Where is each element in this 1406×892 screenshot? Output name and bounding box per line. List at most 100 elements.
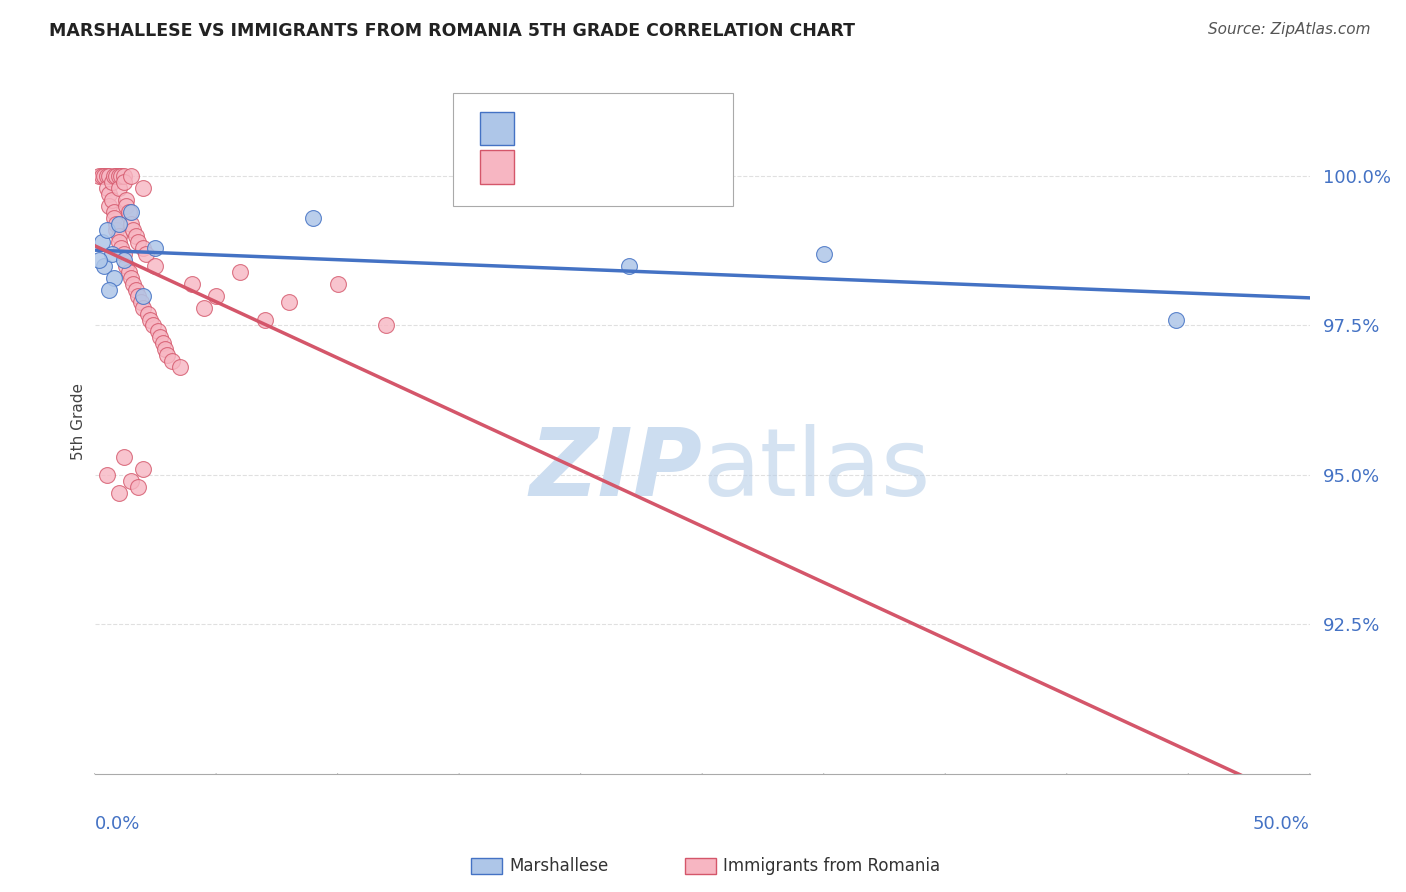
Point: [108, 235, 131, 249]
Text: N = 69: N = 69: [620, 158, 682, 177]
Point: [93, 259, 115, 273]
Point: [152, 336, 174, 351]
Point: [100, 246, 122, 260]
Point: [112, 252, 135, 267]
Point: [98, 199, 121, 213]
Point: [110, 241, 132, 255]
Point: [153, 343, 176, 357]
Point: [112, 175, 135, 189]
Point: [90, 235, 112, 249]
Point: [100, 175, 122, 189]
Point: [105, 169, 128, 183]
FancyBboxPatch shape: [453, 93, 733, 206]
Point: [96, 467, 118, 482]
Point: [103, 205, 125, 219]
Point: [143, 241, 166, 255]
Point: [120, 217, 142, 231]
Point: [120, 474, 142, 488]
Point: [149, 330, 172, 344]
Point: [132, 241, 155, 255]
Point: [156, 348, 179, 362]
Point: [98, 283, 121, 297]
Point: [108, 217, 131, 231]
Point: [1166, 312, 1188, 326]
Point: [90, 169, 112, 183]
Point: [375, 318, 398, 333]
Point: [89, 169, 111, 183]
Text: atlas: atlas: [702, 425, 931, 516]
Text: 0.0%: 0.0%: [94, 815, 141, 833]
Text: R = 0.079: R = 0.079: [529, 120, 619, 137]
Point: [112, 246, 135, 260]
Point: [229, 265, 252, 279]
Point: [108, 485, 131, 500]
Point: [103, 169, 125, 183]
Point: [117, 205, 139, 219]
Text: Immigrants from Romania: Immigrants from Romania: [723, 857, 939, 875]
Point: [132, 462, 155, 476]
Point: [98, 187, 121, 202]
Point: [813, 246, 835, 260]
Text: R = 0.279: R = 0.279: [529, 158, 619, 177]
Point: [120, 169, 142, 183]
Point: [89, 252, 111, 267]
Point: [122, 223, 145, 237]
Point: [93, 169, 115, 183]
Point: [169, 360, 191, 375]
Point: [146, 325, 169, 339]
FancyBboxPatch shape: [479, 151, 513, 184]
Point: [205, 288, 228, 302]
Point: [125, 228, 148, 243]
Point: [110, 169, 132, 183]
Point: [619, 259, 641, 273]
Text: ZIP: ZIP: [529, 425, 702, 516]
Text: MARSHALLESE VS IMMIGRANTS FROM ROMANIA 5TH GRADE CORRELATION CHART: MARSHALLESE VS IMMIGRANTS FROM ROMANIA 5…: [49, 22, 855, 40]
Point: [162, 354, 184, 368]
Point: [135, 246, 157, 260]
Text: Source: ZipAtlas.com: Source: ZipAtlas.com: [1208, 22, 1371, 37]
Point: [103, 211, 125, 225]
Point: [278, 294, 301, 309]
Point: [253, 312, 276, 326]
Point: [112, 169, 135, 183]
Point: [120, 270, 142, 285]
Point: [127, 235, 149, 249]
Text: 50.0%: 50.0%: [1253, 815, 1310, 833]
Point: [96, 169, 118, 183]
Point: [326, 277, 349, 291]
Point: [122, 277, 145, 291]
Point: [125, 283, 148, 297]
Text: N = 16: N = 16: [620, 120, 682, 137]
Point: [105, 217, 128, 231]
Point: [105, 223, 128, 237]
Point: [139, 312, 162, 326]
Point: [129, 294, 152, 309]
Point: [100, 193, 122, 207]
Point: [115, 193, 138, 207]
Point: [180, 277, 202, 291]
Point: [96, 223, 118, 237]
Point: [127, 288, 149, 302]
Point: [127, 480, 149, 494]
Point: [132, 181, 155, 195]
Point: [136, 306, 159, 320]
Point: [117, 265, 139, 279]
Point: [108, 181, 131, 195]
Point: [108, 228, 131, 243]
Point: [115, 199, 138, 213]
Y-axis label: 5th Grade: 5th Grade: [72, 383, 86, 459]
Text: Marshallese: Marshallese: [509, 857, 609, 875]
Point: [302, 211, 325, 225]
Point: [115, 259, 138, 273]
Point: [142, 318, 165, 333]
Point: [132, 301, 155, 315]
Point: [112, 450, 135, 464]
Point: [98, 169, 121, 183]
Point: [143, 259, 166, 273]
Point: [103, 270, 125, 285]
Point: [132, 288, 155, 302]
FancyBboxPatch shape: [479, 112, 513, 145]
Point: [120, 205, 142, 219]
Point: [96, 181, 118, 195]
Point: [193, 301, 215, 315]
